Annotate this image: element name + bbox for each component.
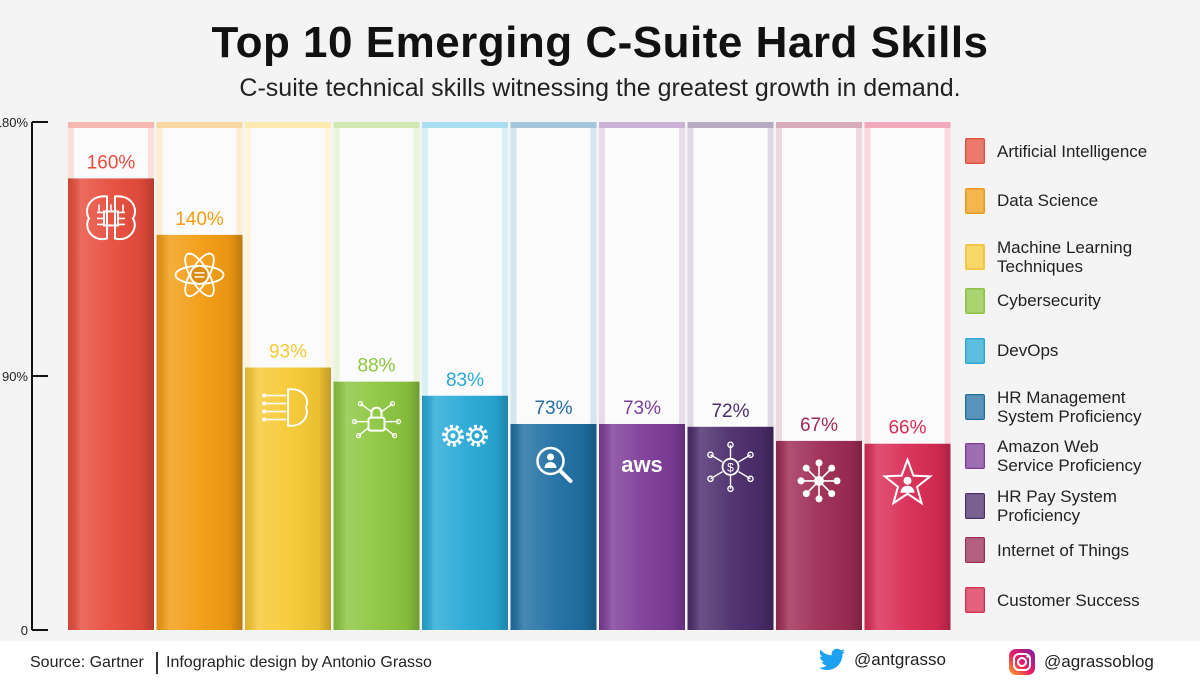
legend-item: DevOps bbox=[965, 337, 1195, 364]
footer-divider bbox=[156, 652, 158, 674]
legend-label: HR Pay System Proficiency bbox=[997, 487, 1117, 526]
bar-shading bbox=[333, 381, 420, 630]
legend-swatch bbox=[965, 393, 985, 420]
legend-item: Artificial Intelligence bbox=[965, 138, 1195, 164]
bar-shading bbox=[687, 426, 774, 630]
chart-title: Top 10 Emerging C-Suite Hard Skills bbox=[211, 18, 989, 67]
legend-swatch bbox=[965, 187, 985, 214]
svg-text:$: $ bbox=[727, 460, 734, 474]
brain-circuit-icon bbox=[262, 388, 308, 427]
bar-value-label: 140% bbox=[175, 209, 224, 230]
legend-swatch bbox=[965, 443, 985, 470]
y-tick-label: 90% bbox=[2, 369, 28, 384]
legend-swatch bbox=[965, 138, 985, 164]
chart-subtitle: C-suite technical skills witnessing the … bbox=[239, 74, 961, 102]
legend-item: HR Pay System Proficiency bbox=[965, 487, 1195, 525]
bar-value-label: 160% bbox=[87, 152, 136, 173]
bar-group: 72% $ bbox=[687, 122, 774, 630]
legend-swatch bbox=[965, 493, 985, 520]
bar-group: 140% bbox=[156, 122, 243, 630]
legend-item: Internet of Things bbox=[965, 537, 1195, 564]
bar-shading bbox=[422, 395, 508, 630]
bar-group: 66% bbox=[864, 122, 951, 630]
footer-credit: Infographic design by Antonio Grasso bbox=[166, 654, 432, 671]
bar-group: 88% bbox=[333, 122, 420, 630]
legend-swatch bbox=[965, 337, 985, 364]
legend-item: Cybersecurity bbox=[965, 287, 1195, 314]
legend-label: Machine Learning Techniques bbox=[997, 237, 1133, 276]
lock-circuit-icon bbox=[351, 401, 402, 439]
footer-source: Source: Gartner bbox=[30, 654, 144, 671]
bar-group: 93% bbox=[245, 122, 331, 630]
footer bbox=[0, 641, 1200, 687]
legend-label: Customer Success bbox=[997, 590, 1140, 610]
legend-item: Machine Learning Techniques bbox=[965, 238, 1195, 276]
bar-shading bbox=[864, 443, 951, 630]
instagram-icon bbox=[1009, 649, 1035, 675]
bar-group: 160% bbox=[68, 122, 154, 630]
legend-item: HR Management System Proficiency bbox=[965, 388, 1195, 426]
legend-swatch bbox=[965, 243, 985, 270]
aws-logo-text: aws bbox=[621, 452, 663, 477]
bar-value-label: 83% bbox=[446, 370, 484, 391]
dollar-network-icon: $ bbox=[707, 441, 754, 493]
bar-shading bbox=[599, 423, 685, 630]
bar-chart: 0 90% 180% 160% 140% 93% 88% 83% 73% 73% aws 72% $6… bbox=[0, 115, 951, 638]
twitter-label: @antgrasso bbox=[854, 650, 946, 669]
y-tick-label: 180% bbox=[0, 115, 28, 130]
bar-value-label: 72% bbox=[711, 401, 749, 422]
legend-label: Amazon Web Service Proficiency bbox=[997, 437, 1142, 476]
legend-swatch bbox=[965, 537, 985, 564]
brain-chip-icon bbox=[86, 195, 136, 241]
bar-value-label: 88% bbox=[357, 356, 395, 377]
twitter-icon bbox=[818, 648, 845, 670]
bar-group: 73% aws bbox=[599, 122, 685, 630]
legend-label: Cybersecurity bbox=[997, 291, 1101, 311]
legend-item: Customer Success bbox=[965, 587, 1195, 614]
legend-item: Amazon Web Service Proficiency bbox=[965, 437, 1195, 475]
star-person-icon bbox=[881, 456, 934, 506]
bar-shading bbox=[156, 234, 243, 630]
legend-swatch bbox=[965, 587, 985, 614]
legend-item: Data Science bbox=[965, 187, 1195, 214]
legend-label: Internet of Things bbox=[997, 540, 1129, 560]
bar-group: 83% bbox=[422, 122, 508, 630]
instagram-label: @agrassoblog bbox=[1044, 652, 1154, 671]
bar-value-label: 66% bbox=[888, 418, 926, 439]
instagram-handle[interactable]: @agrassoblog bbox=[1008, 648, 1154, 676]
bar-value-label: 93% bbox=[269, 342, 307, 363]
bar-group: 73% bbox=[510, 122, 597, 630]
iot-network-icon bbox=[797, 459, 841, 503]
y-tick-label: 0 bbox=[21, 623, 28, 638]
atom-database-icon bbox=[174, 252, 225, 298]
gears-icon bbox=[442, 424, 488, 447]
legend-label: HR Management System Proficiency bbox=[997, 387, 1142, 426]
bar-group: 67% bbox=[776, 122, 862, 630]
legend-label: Artificial Intelligence bbox=[997, 141, 1148, 161]
legend-swatch bbox=[965, 287, 985, 314]
bar-value-label: 67% bbox=[800, 415, 838, 436]
bar-shading bbox=[68, 178, 154, 630]
bar-shading bbox=[510, 423, 597, 630]
bar-value-label: 73% bbox=[623, 398, 661, 419]
bar-value-label: 73% bbox=[534, 398, 572, 419]
aws-logo-icon: aws bbox=[621, 452, 663, 477]
legend-label: Data Science bbox=[997, 191, 1099, 211]
legend-label: DevOps bbox=[997, 341, 1059, 361]
twitter-handle[interactable]: @antgrasso bbox=[818, 648, 946, 672]
search-people-icon bbox=[536, 446, 573, 483]
